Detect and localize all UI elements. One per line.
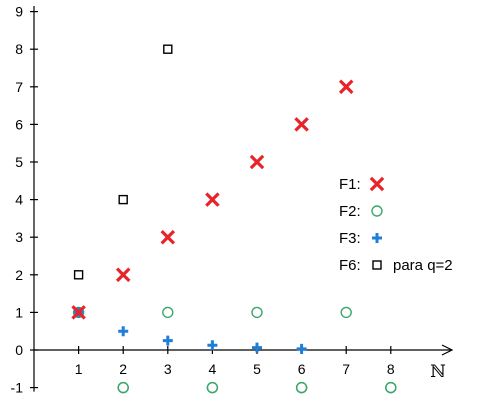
- y-tick-label: 9: [15, 4, 23, 20]
- series-3-point: [252, 342, 262, 353]
- y-tick-label: 0: [15, 342, 23, 358]
- legend: F1: F2: F3: F6: para q=2: [339, 176, 453, 274]
- series-2-point: [251, 306, 263, 319]
- y-tick-label: -1: [11, 380, 24, 396]
- series-2-point: [340, 306, 352, 319]
- x-tick-label: 4: [209, 361, 217, 377]
- series-2-point: [117, 381, 129, 394]
- legend-label: F3:: [339, 230, 361, 247]
- legend-marker: [372, 260, 382, 270]
- x-tick-label: 2: [119, 361, 127, 377]
- legend-marker: [371, 205, 383, 217]
- series-1-point: [160, 229, 176, 245]
- legend-label: F6:: [339, 257, 361, 274]
- data-marks: [71, 44, 397, 394]
- y-tick-label: 3: [15, 229, 23, 245]
- ticks: -1 0 1 2 3 4 5 6 7 8 9 1 2 3 4 5 6 7 8: [11, 4, 395, 396]
- series-1-point: [115, 267, 131, 283]
- series-4-point: [163, 44, 173, 54]
- legend-marker: [369, 176, 385, 192]
- x-tick-label: 1: [75, 361, 83, 377]
- y-tick-label: 6: [15, 116, 23, 132]
- y-tick-label: 8: [15, 41, 23, 57]
- series-1-point: [205, 192, 220, 207]
- axes: ℕ: [33, 6, 454, 392]
- legend-label: F1:: [339, 176, 361, 193]
- series-4-point: [73, 270, 84, 280]
- series-3-point: [207, 340, 218, 351]
- series-1-point: [294, 117, 309, 132]
- legend-label: F2:: [339, 203, 361, 220]
- x-tick-label: 5: [253, 361, 261, 377]
- x-axis-arrow: [441, 344, 454, 356]
- y-tick-label: 4: [15, 192, 23, 208]
- legend-marker: [372, 233, 382, 243]
- series-2-point: [162, 306, 174, 319]
- series-1-point: [71, 305, 86, 320]
- series-3-point: [296, 343, 307, 354]
- series-2-point: [206, 381, 219, 394]
- y-tick-label: 7: [15, 79, 23, 95]
- y-tick-label: 1: [15, 304, 23, 320]
- x-tick-label: 8: [387, 361, 395, 377]
- series-3-point: [118, 326, 129, 337]
- x-tick-label: 7: [342, 361, 350, 377]
- y-tick-label: 5: [15, 154, 23, 170]
- series-1-point: [338, 79, 354, 95]
- legend-note: para q=2: [393, 257, 453, 274]
- series-4-point: [118, 194, 128, 205]
- series-3-point: [162, 335, 173, 346]
- series-1-point: [249, 154, 265, 170]
- x-axis-label: ℕ: [430, 362, 446, 382]
- x-tick-label: 3: [164, 361, 172, 377]
- series-2-point: [295, 381, 308, 394]
- series-2-point: [385, 381, 397, 394]
- y-tick-label: 2: [15, 267, 23, 283]
- x-tick-label: 6: [298, 361, 306, 377]
